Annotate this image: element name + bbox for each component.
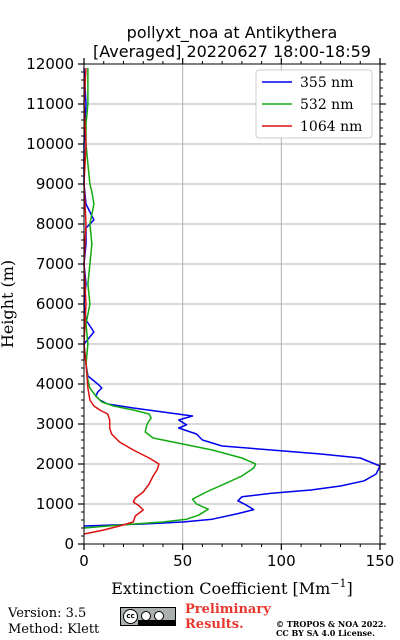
- legend-label-1064: 1064 nm: [300, 119, 362, 135]
- legend: 355 nm 532 nm 1064 nm: [255, 69, 373, 139]
- x-axis-label: Extinction Coefficient [Mm−1]: [111, 577, 353, 598]
- series-line-1064-nm: [83, 67, 160, 535]
- y-tick-label: 7000: [36, 255, 74, 273]
- grid-lines: [83, 64, 381, 544]
- chart-title-line1: pollyxt_noa at Antikythera: [127, 23, 338, 43]
- y-tick-label: 3000: [36, 415, 74, 433]
- y-tick-label: 0: [64, 535, 74, 553]
- method-text: Method: Klett: [8, 622, 100, 637]
- legend-label-355: 355 nm: [300, 75, 353, 91]
- y-tick-label: 2000: [36, 455, 74, 473]
- y-tick-label: 10000: [26, 135, 74, 153]
- cc-by-sa-badge-icon: cc: [120, 607, 176, 626]
- legend-box: [255, 69, 373, 139]
- x-tick-label: 150: [366, 552, 395, 570]
- version-text: Version: 3.5: [8, 606, 87, 621]
- series-line-532-nm: [83, 68, 257, 529]
- y-tick-label: 11000: [26, 95, 74, 113]
- chart-title-line2: [Averaged] 20220627 18:00-18:59: [93, 42, 371, 61]
- y-tick-label: 12000: [26, 55, 74, 73]
- data-series: [83, 67, 381, 535]
- legend-label-532: 532 nm: [300, 97, 353, 113]
- x-tick-label: 0: [79, 552, 89, 570]
- x-tick-label: 100: [267, 552, 296, 570]
- x-tick-label: 50: [173, 552, 192, 570]
- y-axis-label: Height (m): [0, 260, 17, 348]
- y-tick-label: 5000: [36, 335, 74, 353]
- series-line-355-nm: [83, 67, 381, 527]
- y-tick-label: 8000: [36, 215, 74, 233]
- axis-ticks: 0 50 100 150 0 1000 2000 3000 4000 5000 6000 7000 80…: [26, 55, 394, 570]
- preliminary-results-text: Preliminary Results.: [185, 602, 271, 632]
- y-tick-label: 4000: [36, 375, 74, 393]
- y-tick-label: 9000: [36, 175, 74, 193]
- y-tick-label: 6000: [36, 295, 74, 313]
- copyright-text: © TROPOS & NOA 2022. CC BY SA 4.0 Licens…: [276, 619, 387, 638]
- y-tick-label: 1000: [36, 495, 74, 513]
